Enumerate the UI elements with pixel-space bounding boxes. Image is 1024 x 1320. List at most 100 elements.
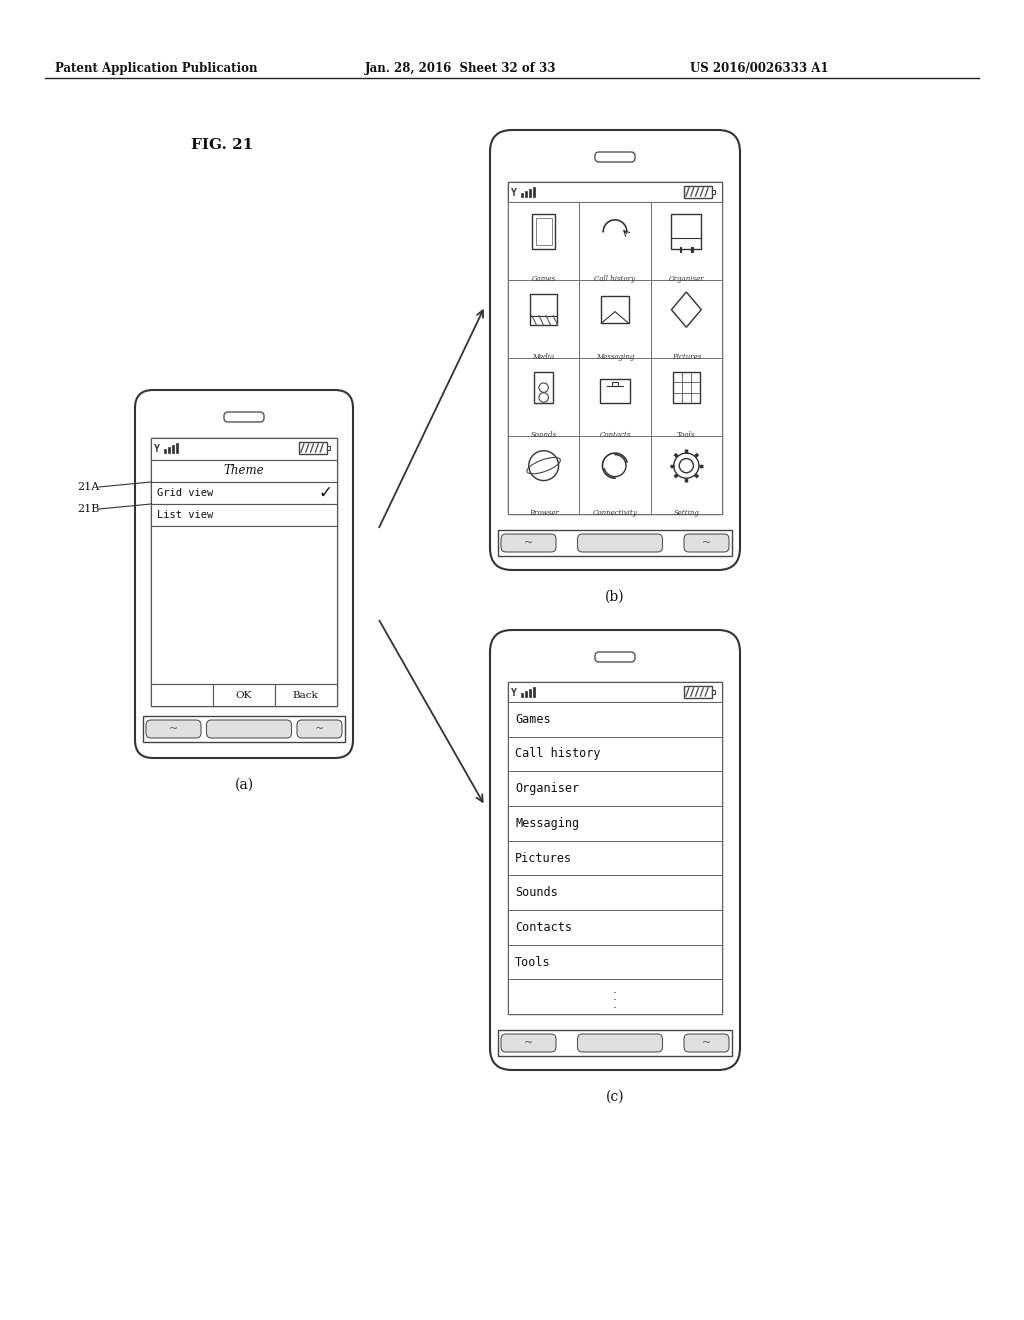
FancyBboxPatch shape — [595, 152, 635, 162]
Bar — [534, 686, 535, 697]
Bar — [176, 444, 178, 453]
Text: Patent Application Publication: Patent Application Publication — [55, 62, 257, 75]
Bar — [650, 280, 722, 358]
Bar — [521, 193, 523, 197]
Bar — [580, 202, 650, 280]
Text: ~: ~ — [169, 723, 178, 734]
Circle shape — [679, 458, 693, 473]
Bar — [650, 436, 722, 513]
Circle shape — [539, 383, 549, 392]
Text: Tools: Tools — [515, 956, 551, 969]
Text: 21B: 21B — [77, 504, 99, 513]
Bar — [672, 214, 701, 249]
Bar — [151, 504, 337, 525]
Bar — [530, 294, 557, 325]
Bar — [508, 182, 722, 202]
Bar — [712, 190, 715, 194]
Text: .: . — [613, 990, 617, 1003]
Bar — [508, 202, 580, 280]
Text: ~: ~ — [524, 539, 534, 548]
FancyBboxPatch shape — [490, 630, 740, 1071]
Text: (a): (a) — [234, 777, 254, 792]
Text: Browser: Browser — [528, 510, 559, 517]
Text: Y: Y — [511, 688, 517, 698]
FancyBboxPatch shape — [578, 1034, 663, 1052]
Bar — [508, 436, 580, 513]
Bar — [143, 715, 345, 742]
Bar — [508, 702, 722, 737]
FancyBboxPatch shape — [578, 535, 663, 552]
Bar — [151, 684, 213, 706]
Bar — [508, 875, 722, 909]
FancyBboxPatch shape — [595, 652, 635, 663]
Text: OK: OK — [236, 690, 252, 700]
Bar — [525, 191, 527, 197]
FancyBboxPatch shape — [146, 719, 201, 738]
Bar — [172, 445, 174, 453]
Bar — [213, 684, 275, 706]
Text: ~: ~ — [701, 1038, 711, 1048]
Bar — [529, 689, 531, 697]
Text: Organiser: Organiser — [515, 783, 580, 795]
Bar — [327, 446, 330, 450]
Bar — [498, 531, 732, 556]
Text: Games: Games — [531, 275, 556, 282]
Bar — [498, 1030, 732, 1056]
Text: .: . — [613, 998, 617, 1011]
Text: Tools: Tools — [677, 432, 695, 440]
Text: Y: Y — [154, 444, 160, 454]
Bar — [684, 186, 712, 198]
Bar — [680, 247, 681, 252]
Bar — [684, 686, 712, 698]
Text: Messaging: Messaging — [596, 352, 634, 360]
Text: Contacts: Contacts — [515, 921, 572, 933]
Text: Pictures: Pictures — [515, 851, 572, 865]
Bar — [508, 682, 722, 1014]
Text: ~: ~ — [701, 539, 711, 548]
Bar — [508, 979, 722, 1014]
Text: (c): (c) — [605, 1090, 625, 1104]
Text: Sounds: Sounds — [530, 432, 557, 440]
Bar — [508, 682, 722, 702]
Bar — [534, 187, 535, 197]
FancyBboxPatch shape — [224, 412, 264, 422]
Text: Media: Media — [532, 352, 555, 360]
Text: Theme: Theme — [223, 465, 264, 478]
Circle shape — [528, 450, 558, 480]
Circle shape — [674, 453, 699, 478]
Text: Sounds: Sounds — [515, 886, 558, 899]
Circle shape — [539, 393, 549, 403]
Text: ~: ~ — [314, 723, 325, 734]
Text: Connectivity: Connectivity — [593, 510, 637, 517]
Bar — [650, 202, 722, 280]
Text: List view: List view — [157, 510, 213, 520]
FancyBboxPatch shape — [684, 1034, 729, 1052]
Text: FIG. 21: FIG. 21 — [190, 139, 253, 152]
Text: Call history: Call history — [595, 275, 636, 282]
Bar — [525, 690, 527, 697]
Bar — [508, 358, 580, 436]
Bar — [580, 358, 650, 436]
Bar — [508, 841, 722, 875]
Bar — [508, 945, 722, 979]
Bar — [534, 372, 554, 404]
Text: Call history: Call history — [515, 747, 600, 760]
FancyBboxPatch shape — [501, 1034, 556, 1052]
Bar — [601, 296, 629, 323]
Text: ~: ~ — [524, 1038, 534, 1048]
Bar — [508, 737, 722, 771]
Bar — [650, 358, 722, 436]
Polygon shape — [672, 292, 701, 327]
Bar — [691, 247, 693, 252]
FancyBboxPatch shape — [135, 389, 353, 758]
FancyBboxPatch shape — [207, 719, 292, 738]
Bar — [299, 442, 327, 454]
FancyBboxPatch shape — [490, 129, 740, 570]
Bar — [580, 280, 650, 358]
Bar — [521, 693, 523, 697]
Text: ✓: ✓ — [318, 484, 332, 502]
Bar — [508, 182, 722, 513]
Bar — [151, 459, 337, 482]
Text: 30: 30 — [681, 226, 692, 234]
Bar — [508, 909, 722, 945]
